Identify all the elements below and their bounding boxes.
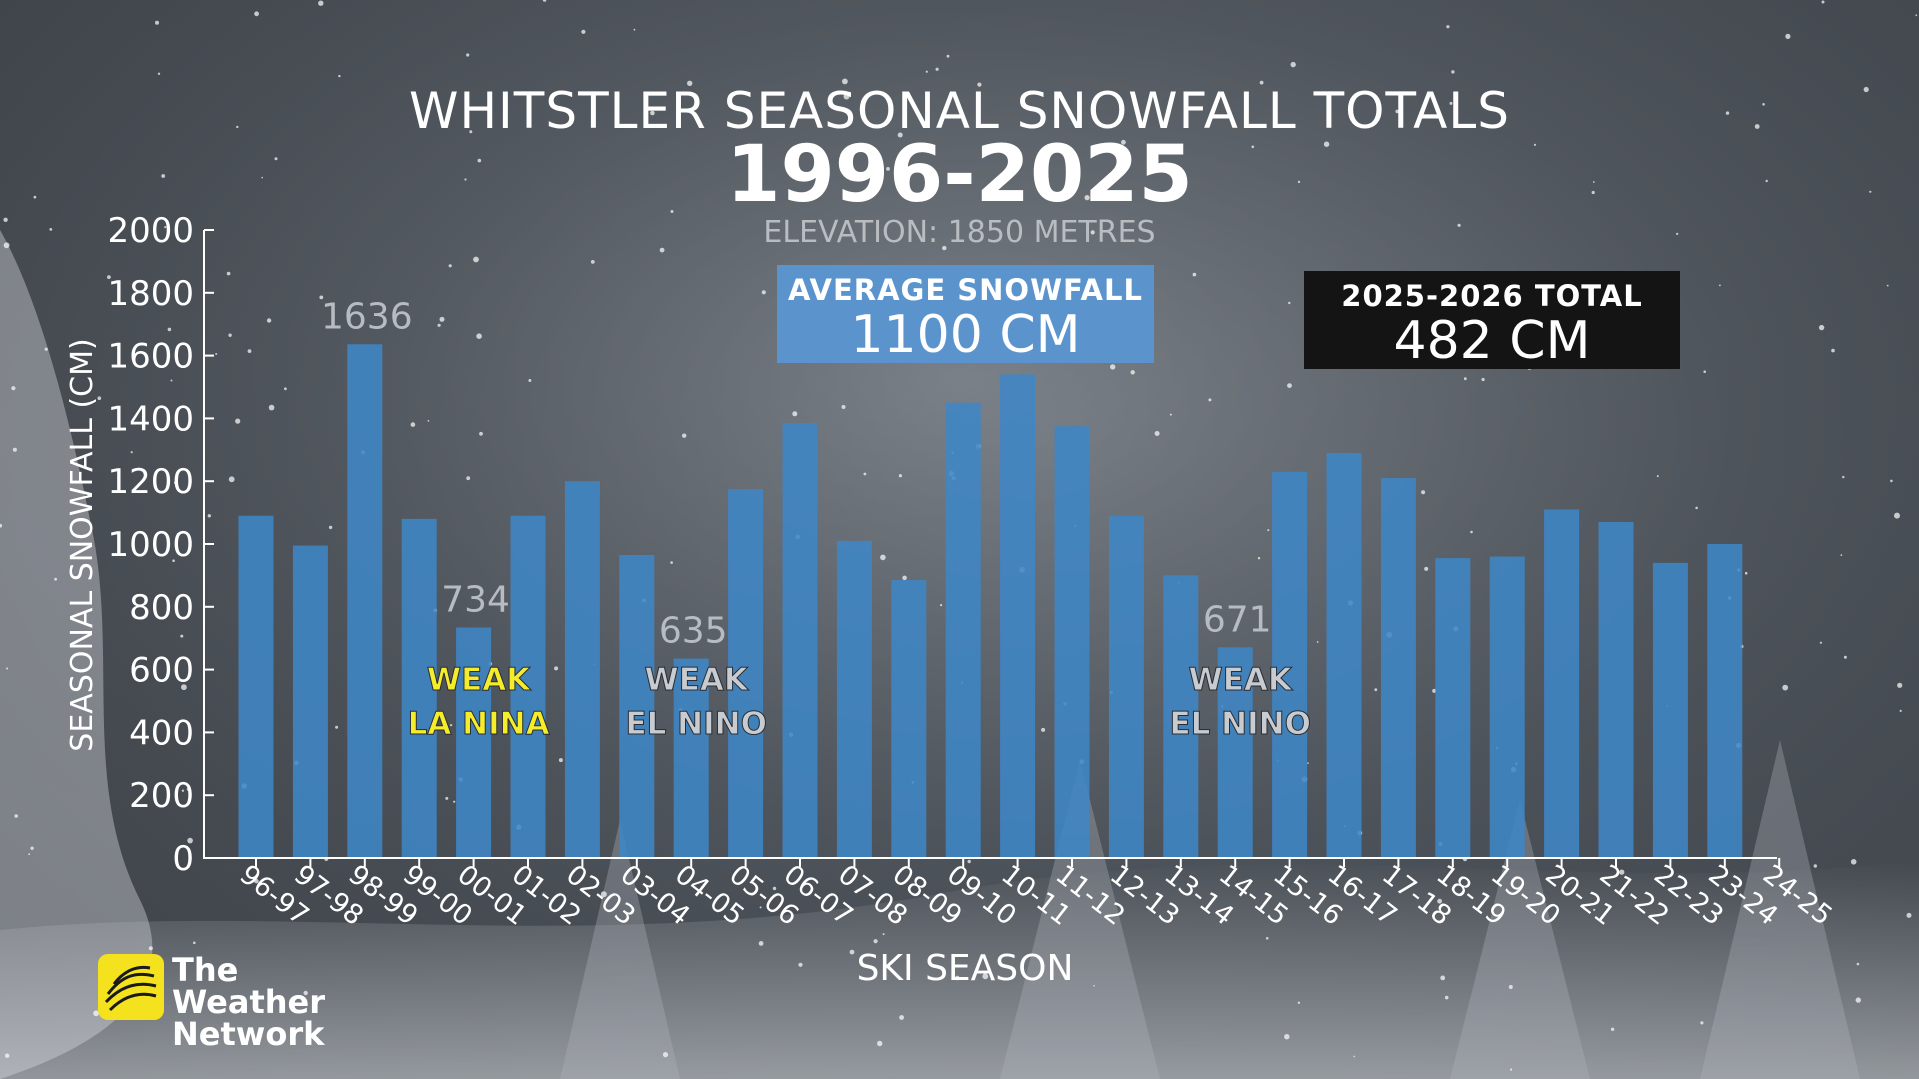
bar-11-12 xyxy=(1054,426,1090,858)
y-tick-label-400: 400 xyxy=(129,713,194,753)
logo-line-2: Network xyxy=(172,1015,325,1053)
bar-21-22 xyxy=(1598,522,1634,858)
bar-99-00 xyxy=(401,518,437,858)
y-tick-label-1800: 1800 xyxy=(107,274,194,314)
bar-16-17 xyxy=(1326,452,1362,858)
bar-23-24 xyxy=(1707,544,1743,858)
snowy-trees-left xyxy=(0,230,153,1079)
y-tick-label-800: 800 xyxy=(129,588,194,628)
annotation-00-01-line-2: LA NINA xyxy=(408,706,550,742)
annotation-00-01-line-1: WEAK xyxy=(427,662,531,698)
average-snowfall-value: 1100 CM xyxy=(850,305,1081,365)
bar-06-07 xyxy=(782,423,818,858)
bar-08-09 xyxy=(891,580,927,858)
bar-97-98 xyxy=(292,545,328,858)
season-total-box: 2025-2026 TOTAL 482 CM xyxy=(1304,271,1680,369)
bar-09-10 xyxy=(945,402,981,858)
y-tick-label-200: 200 xyxy=(129,776,194,816)
bar-05-06 xyxy=(728,489,764,858)
value-label-14-15: 671 xyxy=(1203,599,1272,640)
value-label-00-01: 734 xyxy=(441,580,510,621)
chart-axes xyxy=(203,229,1781,867)
chart-title: WHITSTLER SEASONAL SNOWFALL TOTALS xyxy=(409,82,1510,140)
elevation-note: ELEVATION: 1850 METRES xyxy=(763,215,1156,250)
value-label-98-99: 1636 xyxy=(321,296,413,337)
chart-subtitle: 1996-2025 xyxy=(726,130,1193,220)
x-axis-label: SKI SEASON xyxy=(857,948,1074,989)
annotation-14-15-line-2: EL NINO xyxy=(1169,706,1311,742)
bar-14-15 xyxy=(1217,647,1253,858)
y-tick-label-600: 600 xyxy=(129,651,194,691)
average-snowfall-label: AVERAGE SNOWFALL xyxy=(788,273,1143,307)
annotation-04-05-line-1: WEAK xyxy=(645,662,749,698)
bar-series xyxy=(238,344,1743,858)
bar-03-04 xyxy=(619,554,655,858)
bar-10-11 xyxy=(1000,374,1036,858)
y-axis-label: SEASONAL SNOWFALL (CM) xyxy=(65,338,100,751)
bar-02-03 xyxy=(564,481,600,858)
bar-17-18 xyxy=(1380,478,1416,858)
weather-network-logo: The Weather Network xyxy=(98,954,398,1050)
y-tick-labels: 0 200 400 600 800 1000 1200 1400 1600 1800 2000 xyxy=(107,211,194,879)
bar-22-23 xyxy=(1652,562,1688,858)
annotation-14-15-line-1: WEAK xyxy=(1189,662,1293,698)
y-tick-label-2000: 2000 xyxy=(107,211,194,251)
bar-13-14 xyxy=(1163,575,1199,858)
y-tick-label-0: 0 xyxy=(172,839,194,879)
enso-annotations: WEAK LA NINA WEAK EL NINO WEAK EL NINO xyxy=(407,662,1311,743)
y-tick-label-1400: 1400 xyxy=(107,399,194,439)
bar-07-08 xyxy=(836,540,872,858)
bar-01-02 xyxy=(510,515,546,858)
bar-12-13 xyxy=(1108,515,1144,858)
bar-18-19 xyxy=(1435,558,1471,858)
y-tick-label-1000: 1000 xyxy=(107,525,194,565)
bar-15-16 xyxy=(1272,471,1308,858)
y-tick-label-1600: 1600 xyxy=(107,337,194,377)
bar-20-21 xyxy=(1544,509,1580,858)
bar-value-labels: 1636 734 635 671 xyxy=(321,296,1272,651)
logo-line-1: The Weather xyxy=(172,951,326,1021)
bar-04-05 xyxy=(673,658,709,858)
season-total-label: 2025-2026 TOTAL xyxy=(1341,279,1643,313)
bar-96-97 xyxy=(238,515,274,858)
snowy-hill xyxy=(0,860,1919,1079)
season-total-value: 482 CM xyxy=(1393,311,1591,371)
average-snowfall-box: AVERAGE SNOWFALL 1100 CM xyxy=(777,265,1154,363)
value-label-04-05: 635 xyxy=(659,611,728,652)
bar-00-01 xyxy=(456,627,492,858)
annotation-04-05-line-2: EL NINO xyxy=(625,706,767,742)
x-tick-labels: 96-9797-9898-9999-0000-0101-0202-0303-04… xyxy=(234,859,1838,932)
logo-wordmark: The Weather Network xyxy=(172,954,398,1050)
logo-mark-icon xyxy=(98,954,164,1020)
bar-19-20 xyxy=(1489,556,1525,858)
bar-98-99 xyxy=(347,344,383,858)
y-tick-label-1200: 1200 xyxy=(107,462,194,502)
tree-silhouettes xyxy=(560,740,1860,1079)
